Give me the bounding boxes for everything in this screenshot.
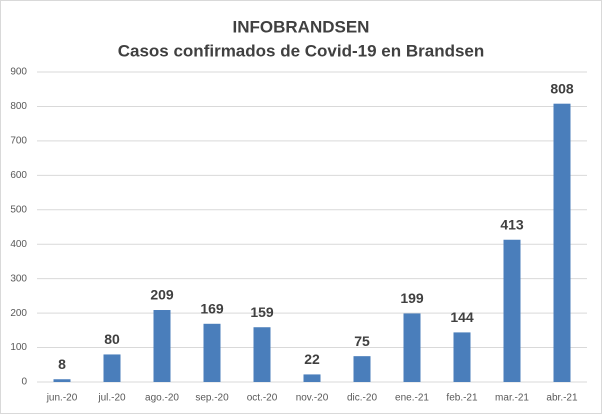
y-tick-label: 300 xyxy=(10,273,27,284)
y-tick-label: 200 xyxy=(10,308,27,319)
bar xyxy=(453,332,471,382)
x-tick-label: ene.-21 xyxy=(395,393,429,404)
x-tick-label: oct.-20 xyxy=(247,393,278,404)
x-tick-label: ago.-20 xyxy=(145,393,179,404)
value-label: 144 xyxy=(450,309,474,325)
value-label: 159 xyxy=(250,304,274,320)
y-tick-label: 100 xyxy=(10,342,27,353)
x-tick-label: nov.-20 xyxy=(296,393,329,404)
bar xyxy=(153,310,171,382)
x-tick-label: feb.-21 xyxy=(446,393,478,404)
y-tick-label: 700 xyxy=(10,136,27,147)
y-tick-label: 0 xyxy=(21,377,27,388)
x-tick-label: mar.-21 xyxy=(495,393,529,404)
chart-subtitle: Casos confirmados de Covid-19 en Brandse… xyxy=(118,41,485,60)
x-tick-label: sep.-20 xyxy=(195,393,229,404)
x-tick-label: dic.-20 xyxy=(347,393,377,404)
bar xyxy=(53,379,71,382)
value-label: 199 xyxy=(400,290,424,306)
value-label: 8 xyxy=(58,356,66,372)
bar xyxy=(253,327,271,382)
bar xyxy=(503,239,521,382)
value-label: 169 xyxy=(200,300,224,316)
value-label: 80 xyxy=(104,331,120,347)
value-label: 413 xyxy=(500,216,524,232)
y-tick-label: 400 xyxy=(10,239,27,250)
y-tick-label: 800 xyxy=(10,101,27,112)
bar xyxy=(103,354,121,382)
bar xyxy=(553,103,571,382)
x-tick-label: abr.-21 xyxy=(546,393,578,404)
y-tick-label: 600 xyxy=(10,170,27,181)
value-label: 22 xyxy=(304,351,320,367)
bar xyxy=(403,313,421,382)
chart-title: INFOBRANDSEN xyxy=(233,17,370,36)
y-tick-label: 500 xyxy=(10,204,27,215)
x-tick-label: jul.-20 xyxy=(97,393,126,404)
y-tick-label: 900 xyxy=(10,67,27,78)
value-label: 75 xyxy=(354,333,370,349)
value-label: 808 xyxy=(550,80,574,96)
bar xyxy=(303,374,321,382)
bar xyxy=(203,323,221,382)
bar xyxy=(353,356,371,382)
value-label: 209 xyxy=(150,287,174,303)
x-tick-label: jun.-20 xyxy=(46,393,78,404)
